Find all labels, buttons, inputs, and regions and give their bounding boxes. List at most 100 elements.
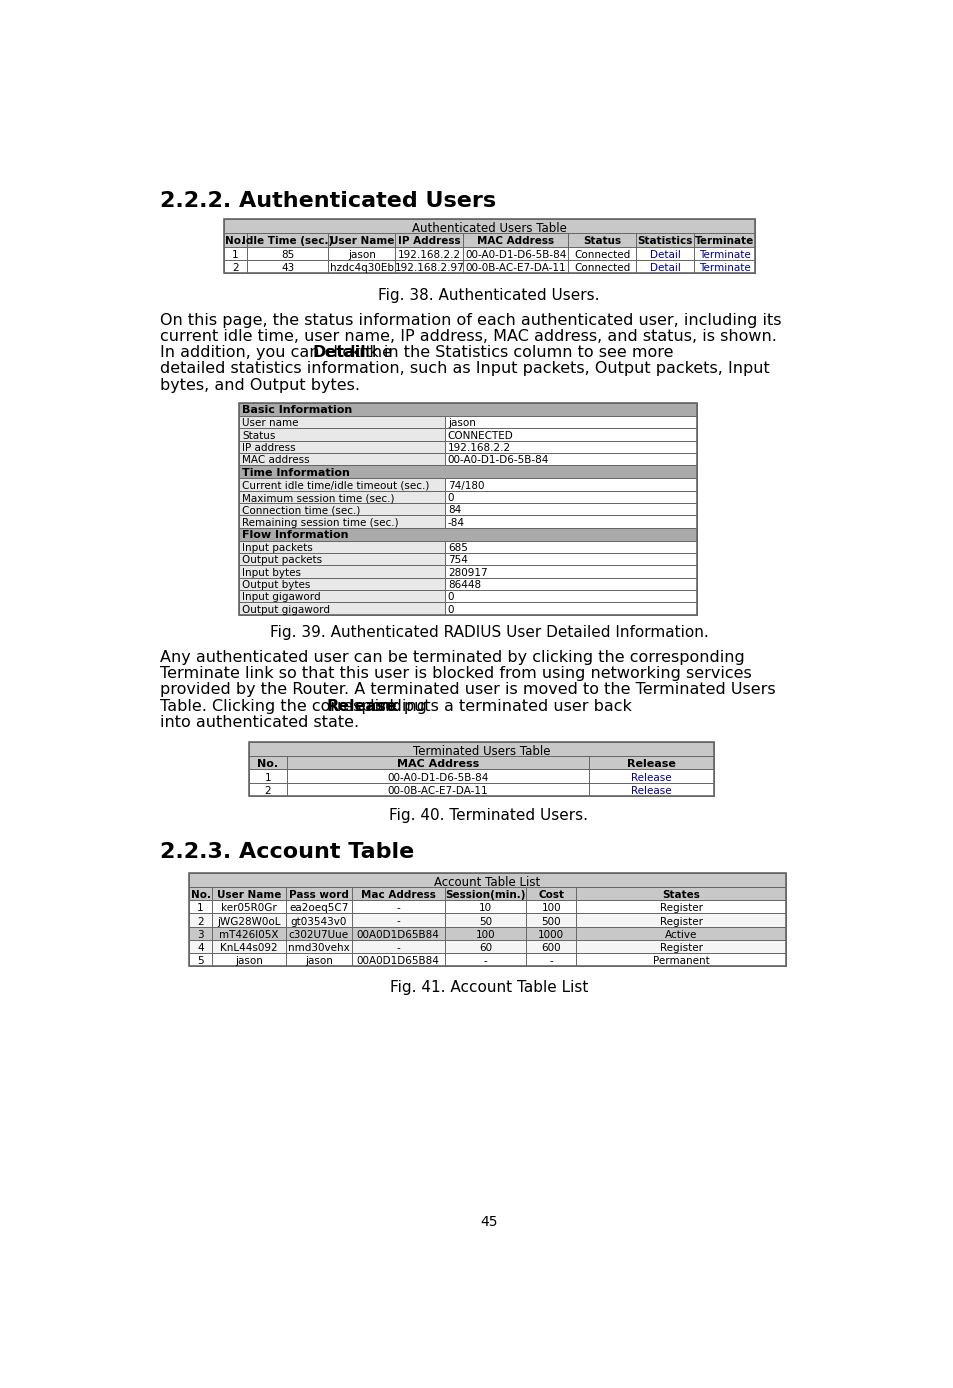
Text: Input gigaword: Input gigaword: [242, 593, 321, 602]
Text: Active: Active: [664, 930, 697, 940]
Text: 192.168.2.2: 192.168.2.2: [397, 250, 460, 260]
Text: Statistics: Statistics: [637, 236, 692, 246]
Text: 00A0D1D65B84: 00A0D1D65B84: [356, 956, 439, 966]
Text: -: -: [395, 942, 399, 952]
Text: 2: 2: [197, 916, 204, 927]
Text: Register: Register: [659, 916, 702, 927]
Text: CONNECTED: CONNECTED: [447, 430, 513, 440]
Text: 4: 4: [197, 942, 204, 952]
Text: Permanent: Permanent: [652, 956, 709, 966]
Bar: [444, 429, 696, 440]
Bar: [444, 502, 696, 515]
Text: 00A0D1D65B84: 00A0D1D65B84: [356, 930, 439, 940]
Text: 1: 1: [265, 773, 271, 783]
Text: Any authenticated user can be terminated by clicking the corresponding: Any authenticated user can be terminated…: [159, 650, 743, 665]
Text: Release: Release: [327, 698, 397, 713]
Bar: [444, 515, 696, 527]
Text: current idle time, user name, IP address, MAC address, and status, is shown.: current idle time, user name, IP address…: [159, 329, 776, 344]
Text: -: -: [483, 956, 487, 966]
Bar: [239, 602, 444, 615]
Text: Connection time (sec.): Connection time (sec.): [242, 505, 360, 515]
Text: Mac Address: Mac Address: [360, 890, 436, 899]
Text: Terminate: Terminate: [698, 250, 750, 260]
Bar: [444, 416, 696, 429]
Text: -: -: [549, 956, 553, 966]
Text: Terminate: Terminate: [694, 236, 754, 246]
Text: 45: 45: [479, 1216, 497, 1230]
Text: ker05R0Gr: ker05R0Gr: [221, 904, 276, 913]
Bar: [444, 565, 696, 577]
Text: mT426I05X: mT426I05X: [219, 930, 278, 940]
Bar: [444, 552, 696, 565]
Text: Time Information: Time Information: [242, 468, 350, 477]
Text: 600: 600: [541, 942, 560, 952]
Bar: [239, 416, 444, 429]
Text: 00-A0-D1-D6-5B-84: 00-A0-D1-D6-5B-84: [464, 250, 566, 260]
Text: Current idle time/idle timeout (sec.): Current idle time/idle timeout (sec.): [242, 480, 430, 491]
Text: KnL44s092: KnL44s092: [220, 942, 277, 952]
Bar: [444, 491, 696, 502]
Bar: [239, 440, 444, 452]
Text: Terminated Users Table: Terminated Users Table: [413, 745, 550, 758]
Text: Session(min.): Session(min.): [445, 890, 525, 899]
Bar: [239, 479, 444, 491]
Text: Fig. 39. Authenticated RADIUS User Detailed Information.: Fig. 39. Authenticated RADIUS User Detai…: [270, 626, 707, 640]
Text: 50: 50: [478, 916, 492, 927]
Text: 500: 500: [541, 916, 560, 927]
Text: Remaining session time (sec.): Remaining session time (sec.): [242, 518, 398, 527]
Text: bytes, and Output bytes.: bytes, and Output bytes.: [159, 378, 359, 393]
Text: gt03543v0: gt03543v0: [291, 916, 347, 927]
Text: Status: Status: [582, 236, 620, 246]
Bar: [224, 247, 754, 260]
Bar: [239, 565, 444, 577]
Text: Output packets: Output packets: [242, 555, 322, 565]
Text: MAC Address: MAC Address: [476, 236, 554, 246]
Text: detailed statistics information, such as Input packets, Output packets, Input: detailed statistics information, such as…: [159, 361, 768, 376]
Text: IP Address: IP Address: [397, 236, 460, 246]
Text: 754: 754: [447, 555, 467, 565]
Text: No.: No.: [191, 890, 211, 899]
Text: 2.2.3. Account Table: 2.2.3. Account Table: [159, 843, 414, 862]
Bar: [239, 527, 696, 541]
Bar: [239, 541, 444, 552]
Bar: [239, 577, 444, 590]
Text: Terminate: Terminate: [698, 262, 750, 273]
Text: 685: 685: [447, 543, 467, 552]
Text: provided by the Router. A terminated user is moved to the Terminated Users: provided by the Router. A terminated use…: [159, 683, 775, 697]
Text: Detail: Detail: [649, 250, 679, 260]
Text: No.: No.: [257, 759, 278, 769]
Bar: [239, 403, 696, 615]
Text: 00-0B-AC-E7-DA-11: 00-0B-AC-E7-DA-11: [465, 262, 565, 273]
Bar: [249, 769, 714, 783]
Text: jWG28W0oL: jWG28W0oL: [217, 916, 280, 927]
Bar: [249, 741, 714, 795]
Text: User Name: User Name: [330, 236, 394, 246]
Text: nmd30vehx: nmd30vehx: [288, 942, 350, 952]
Text: Maximum session time (sec.): Maximum session time (sec.): [242, 493, 395, 502]
Text: into authenticated state.: into authenticated state.: [159, 715, 358, 730]
Text: Pass word: Pass word: [289, 890, 349, 899]
Bar: [189, 887, 785, 901]
Bar: [444, 452, 696, 465]
Text: Output bytes: Output bytes: [242, 580, 311, 590]
Text: On this page, the status information of each authenticated user, including its: On this page, the status information of …: [159, 312, 781, 328]
Text: jason: jason: [305, 956, 333, 966]
Text: 43: 43: [281, 262, 294, 273]
Text: Release: Release: [631, 773, 671, 783]
Bar: [239, 590, 444, 602]
Bar: [444, 577, 696, 590]
Text: IP address: IP address: [242, 443, 295, 452]
Text: Status: Status: [242, 430, 275, 440]
Bar: [444, 541, 696, 552]
Bar: [239, 515, 444, 527]
Bar: [444, 602, 696, 615]
Text: 74/180: 74/180: [447, 480, 484, 491]
Bar: [189, 913, 785, 927]
Text: -84: -84: [447, 518, 464, 527]
Text: MAC Address: MAC Address: [396, 759, 478, 769]
Text: 100: 100: [476, 930, 495, 940]
Text: 00-A0-D1-D6-5B-84: 00-A0-D1-D6-5B-84: [387, 773, 488, 783]
Text: 86448: 86448: [447, 580, 480, 590]
Text: Basic Information: Basic Information: [242, 405, 353, 415]
Text: Table. Clicking the corresponding: Table. Clicking the corresponding: [159, 698, 431, 713]
